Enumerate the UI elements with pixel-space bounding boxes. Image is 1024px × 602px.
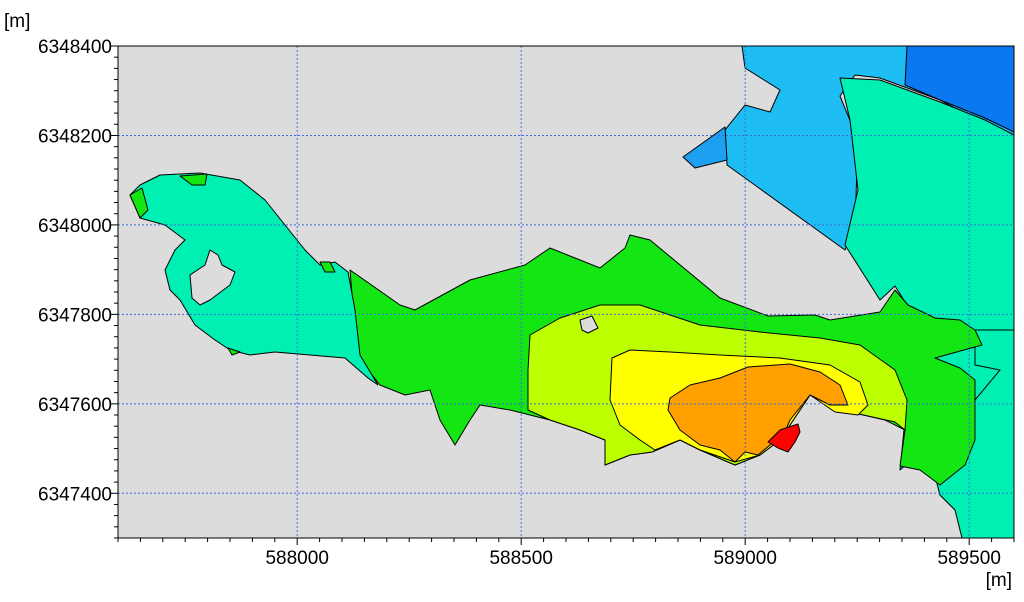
y-tick-label: 6348000 [38, 216, 112, 237]
zone-green-neck-patch [319, 261, 336, 273]
x-tick-label: 589500 [937, 548, 1000, 569]
zone-blue-northwest [682, 126, 728, 169]
zone-green-north-patch [179, 173, 208, 186]
y-tick-label: 6347600 [38, 395, 112, 416]
zone-green-south-patch [227, 347, 241, 356]
zone-green-west-patch [129, 187, 149, 219]
x-axis-unit-label: [m] [986, 570, 1012, 591]
y-axis-tick-labels: 6347400 6347600 6347800 6348000 6348200 63484… [38, 37, 112, 505]
grid-lines [118, 46, 1014, 538]
x-tick-label: 588500 [489, 548, 552, 569]
zone-dark-blue-corner [904, 46, 1014, 133]
x-tick-label: 588000 [265, 548, 328, 569]
y-tick-label: 6347400 [38, 484, 112, 505]
y-tick-label: 6347800 [38, 305, 112, 326]
zone-aqua-west [129, 172, 379, 386]
y-tick-label: 6348400 [38, 37, 112, 58]
y-axis-unit-label: [m] [4, 11, 30, 32]
x-axis-tick-labels: 588000 588500 589000 589500 [265, 548, 1000, 569]
contour-zones [129, 46, 1014, 538]
zone-orange [667, 363, 849, 463]
zone-hole-west [189, 249, 236, 306]
zone-hole-center [579, 315, 599, 334]
axis-ticks [111, 45, 1015, 545]
zone-red [767, 423, 801, 453]
x-tick-label: 589000 [713, 548, 776, 569]
y-tick-label: 6348200 [38, 126, 112, 147]
